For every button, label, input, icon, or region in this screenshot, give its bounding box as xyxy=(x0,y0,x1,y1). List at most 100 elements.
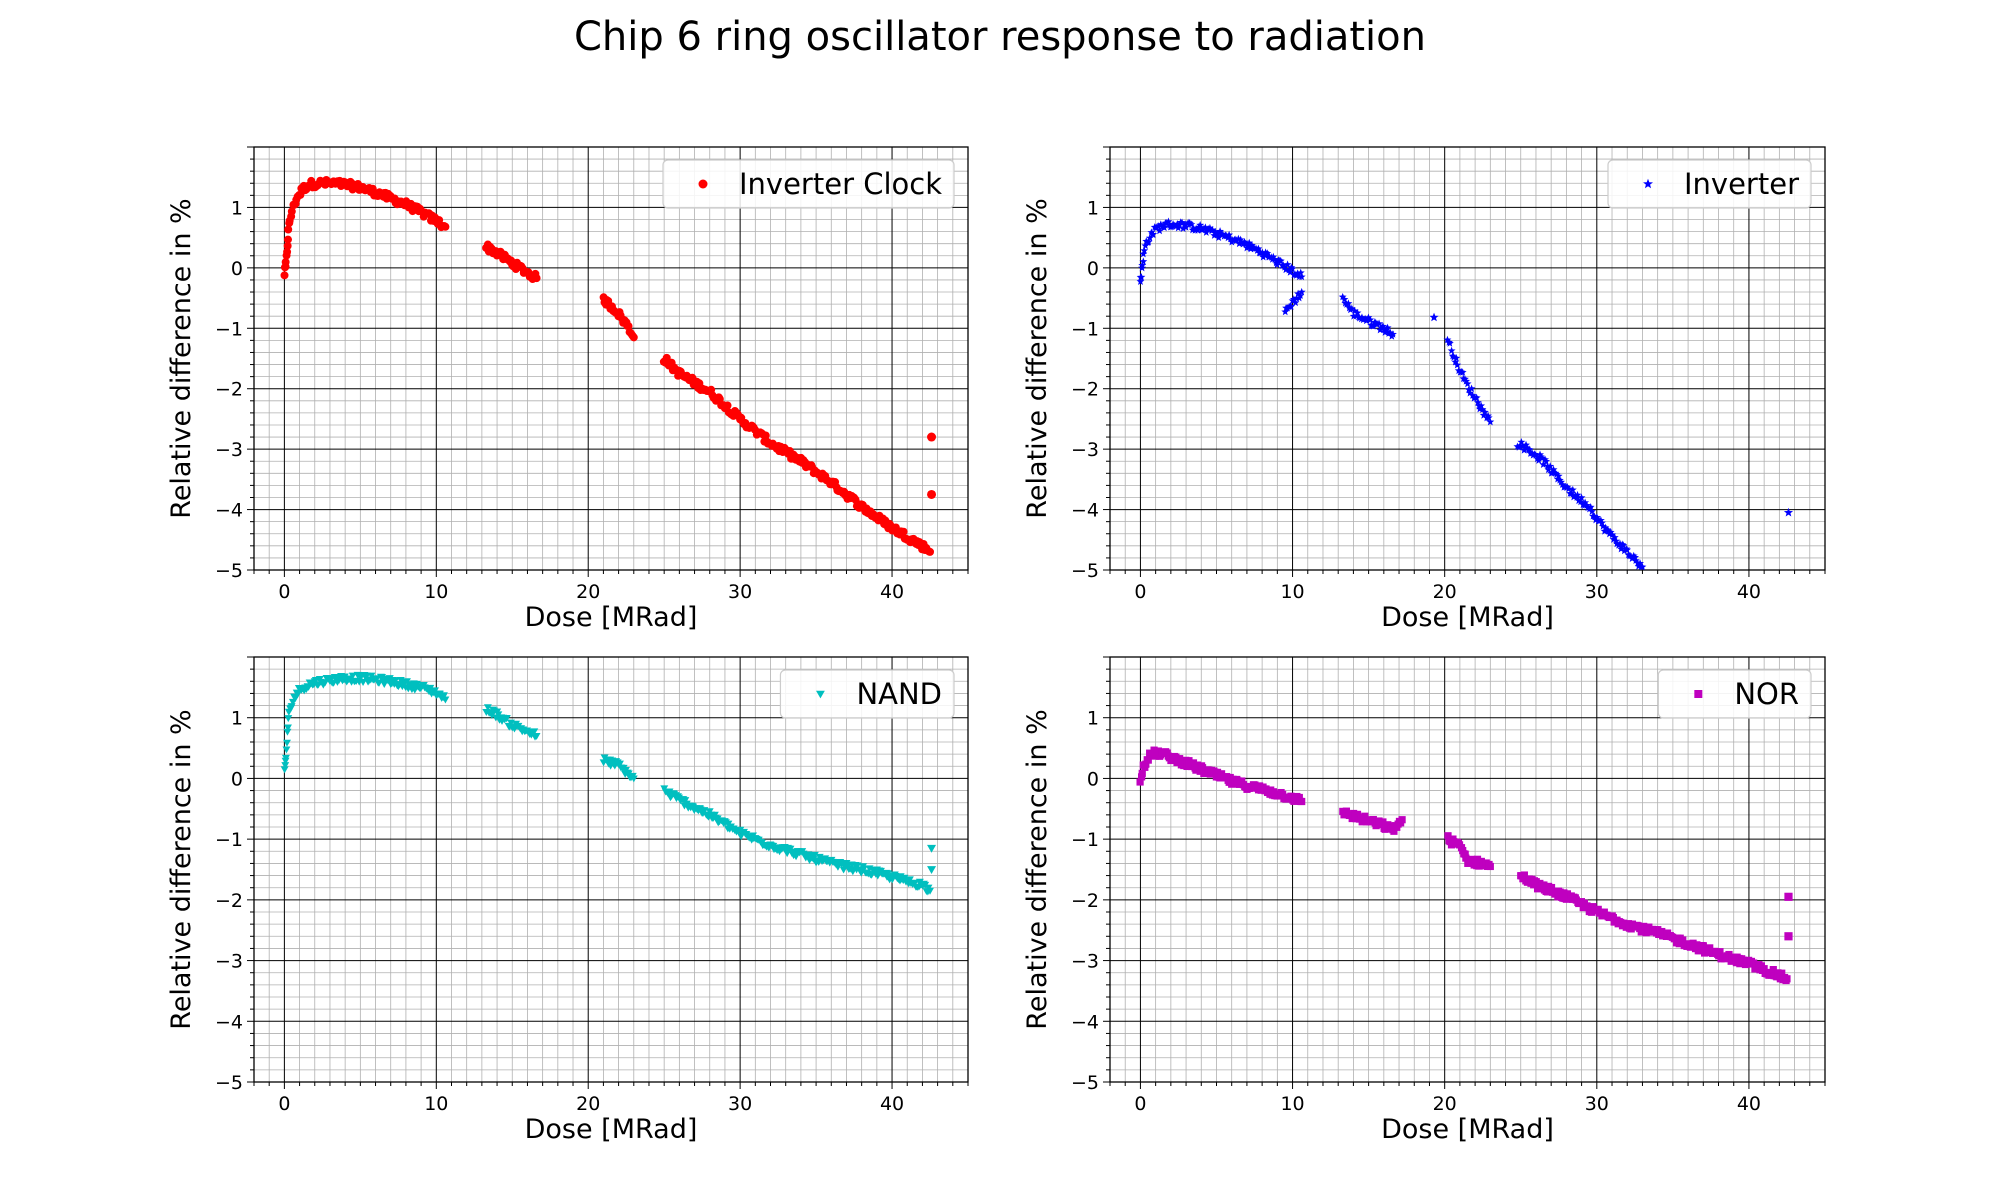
data-point xyxy=(284,225,293,234)
data-point xyxy=(1774,969,1782,977)
y-tick-label: 0 xyxy=(1087,768,1099,790)
legend-label: NOR xyxy=(1734,677,1799,711)
data-point xyxy=(1612,536,1621,545)
y-axis-label: Relative difference in % xyxy=(1022,709,1053,1029)
x-tick-label: 20 xyxy=(1433,581,1457,603)
data-point xyxy=(340,673,349,681)
data-point xyxy=(1147,228,1156,236)
data-point xyxy=(1236,235,1245,244)
data-point xyxy=(1520,446,1529,454)
data-point xyxy=(391,677,400,685)
y-tick-label: −4 xyxy=(1071,1011,1099,1033)
data-point xyxy=(723,401,732,410)
x-axis-label: Dose [MRad] xyxy=(525,602,698,633)
data-point xyxy=(1379,818,1387,826)
data-point xyxy=(282,746,291,754)
data-point xyxy=(1389,330,1397,338)
x-tick-label: 20 xyxy=(576,1093,600,1115)
data-point xyxy=(1342,300,1351,308)
data-point xyxy=(1564,484,1573,493)
data-point xyxy=(1276,256,1285,265)
data-point xyxy=(1291,298,1300,307)
data-point xyxy=(1136,277,1145,285)
data-point xyxy=(1477,857,1485,866)
data-point xyxy=(1554,893,1562,901)
x-axis-label: Dose [MRad] xyxy=(1381,1114,1554,1145)
data-point xyxy=(1619,541,1628,549)
x-axis-label: Dose [MRad] xyxy=(525,1114,698,1145)
data-point xyxy=(1269,788,1278,796)
data-point xyxy=(715,395,724,404)
y-tick-label: −2 xyxy=(215,890,243,912)
data-point xyxy=(1783,507,1794,517)
data-point xyxy=(284,715,293,723)
data-point xyxy=(1216,227,1225,235)
data-point xyxy=(1141,241,1150,250)
data-point xyxy=(1155,226,1164,235)
data-point xyxy=(1238,238,1246,247)
data-point xyxy=(1552,470,1561,478)
data-point xyxy=(1174,223,1183,232)
data-point xyxy=(926,547,935,556)
x-tick-label: 30 xyxy=(1585,1093,1609,1115)
data-point xyxy=(1577,493,1586,502)
data-point xyxy=(1603,525,1612,534)
data-point xyxy=(624,322,633,331)
y-tick-label: 0 xyxy=(231,768,243,790)
data-point xyxy=(483,704,492,712)
data-point xyxy=(927,866,937,875)
y-tick-label: −1 xyxy=(1071,318,1099,340)
data-point xyxy=(1472,393,1481,402)
data-point xyxy=(1554,471,1563,480)
data-point xyxy=(1486,417,1495,426)
data-point xyxy=(1727,957,1735,965)
data-point xyxy=(1390,827,1398,835)
data-point xyxy=(1610,533,1619,541)
y-tick-label: −3 xyxy=(1071,439,1099,461)
data-point xyxy=(1140,246,1149,255)
data-point xyxy=(281,757,290,765)
data-point xyxy=(1182,223,1190,231)
data-point xyxy=(1142,760,1150,768)
data-point xyxy=(1288,264,1297,273)
y-axis-label: Relative difference in % xyxy=(166,709,197,1029)
data-point xyxy=(348,672,357,680)
data-point xyxy=(1160,223,1169,232)
x-tick-label: 40 xyxy=(880,581,904,603)
data-point xyxy=(287,703,296,711)
data-point xyxy=(283,241,292,250)
data-point xyxy=(1583,503,1592,512)
data-point xyxy=(1534,456,1543,464)
data-point xyxy=(1473,855,1482,863)
series-nand xyxy=(280,671,937,896)
data-point xyxy=(1179,224,1188,233)
data-point xyxy=(1549,465,1558,474)
data-point xyxy=(283,728,292,736)
data-point xyxy=(629,775,638,783)
data-point xyxy=(883,870,892,878)
data-point xyxy=(1547,883,1556,892)
data-point xyxy=(1352,311,1361,320)
data-point xyxy=(910,880,919,888)
y-tick-label: 1 xyxy=(231,197,243,219)
legend-marker xyxy=(1643,178,1653,189)
data-point xyxy=(1136,778,1144,786)
y-tick-label: −2 xyxy=(1071,890,1099,912)
data-point xyxy=(1466,388,1474,397)
data-point xyxy=(1145,233,1154,242)
data-point xyxy=(1138,263,1147,272)
data-point xyxy=(1245,238,1254,247)
data-point xyxy=(281,754,290,762)
data-point xyxy=(1273,260,1281,269)
legend: NOR xyxy=(1657,669,1812,719)
data-point xyxy=(1699,942,1707,950)
data-point xyxy=(1536,450,1544,459)
data-point xyxy=(1520,871,1528,879)
data-point xyxy=(287,207,296,216)
y-tick-label: −3 xyxy=(1071,951,1099,973)
data-point xyxy=(1522,440,1530,449)
data-point xyxy=(1149,230,1158,238)
data-point xyxy=(431,687,439,695)
data-point xyxy=(1240,237,1249,246)
